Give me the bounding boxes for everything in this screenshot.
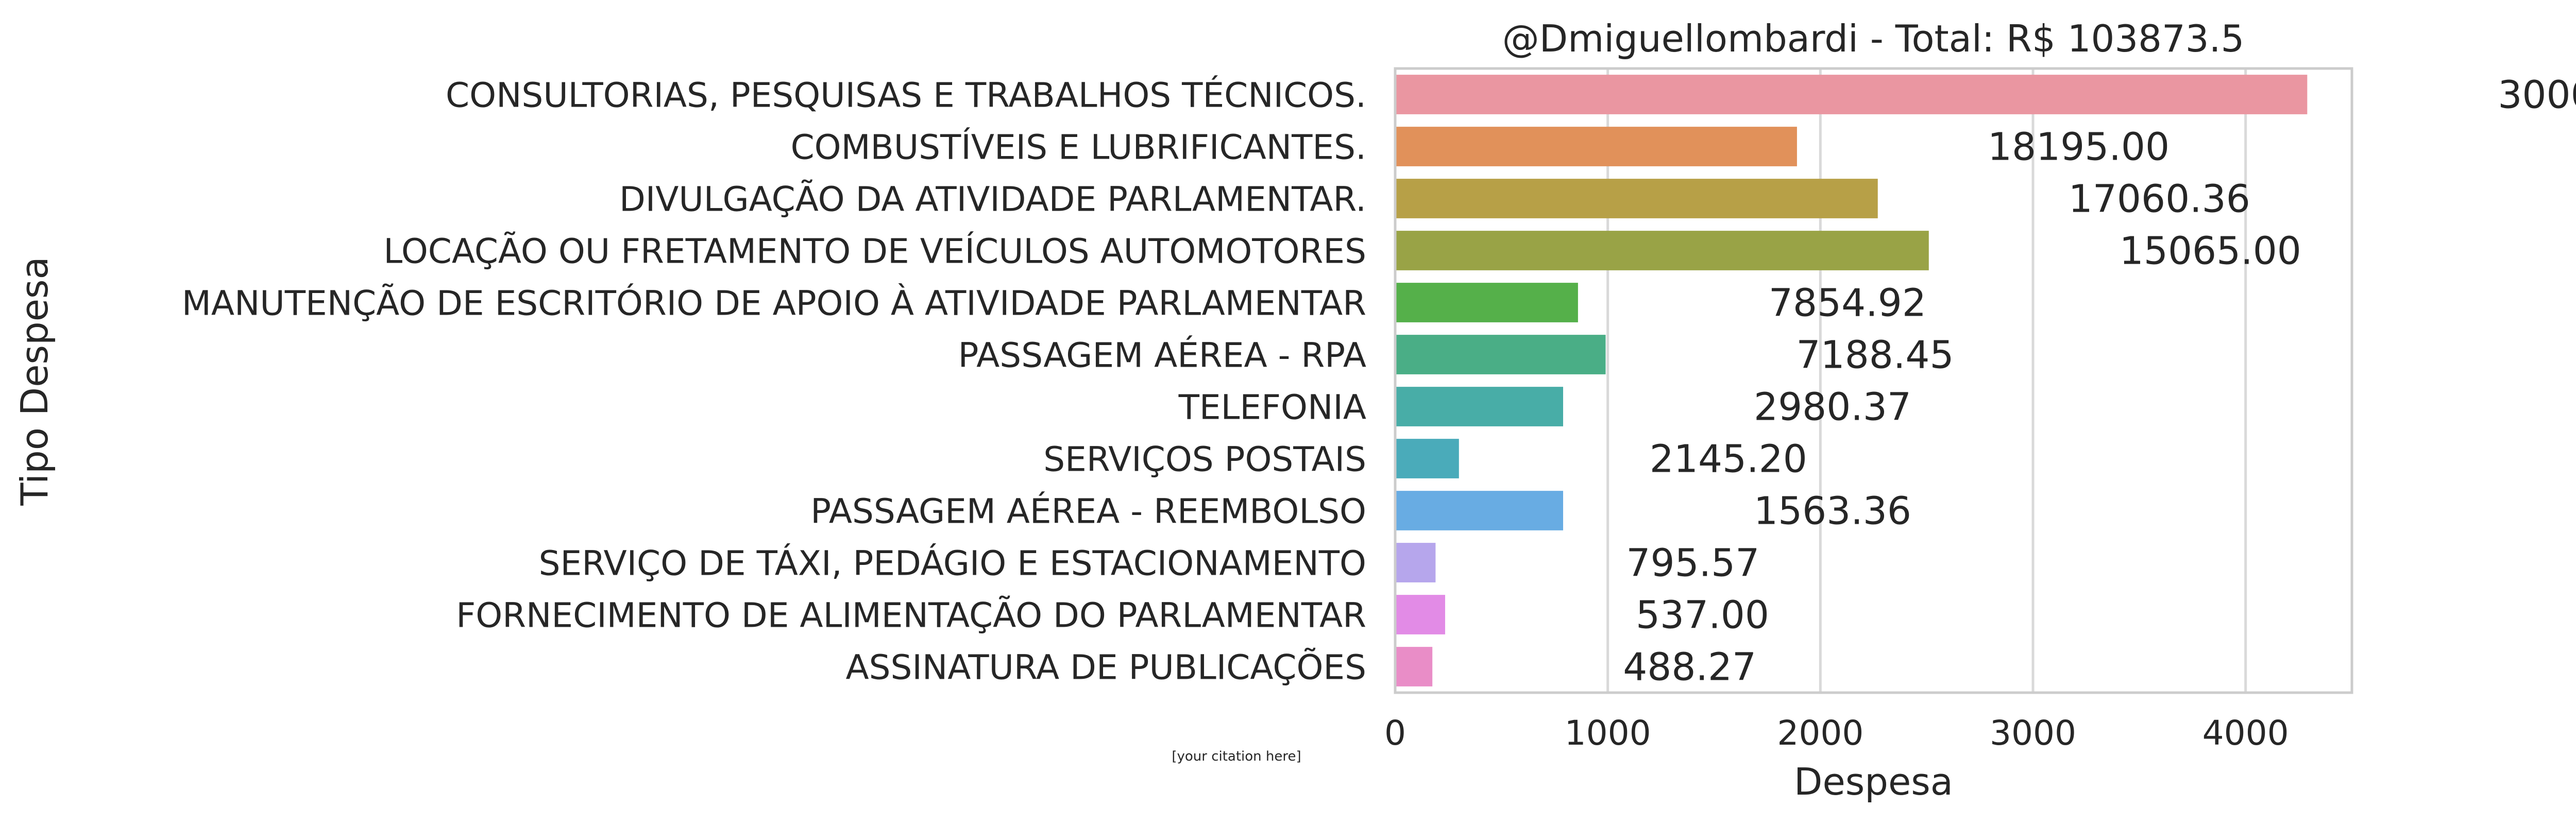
value-label: 1563.36	[1754, 489, 1911, 534]
value-labels: 30000.00 18195.00 17060.36 15065.00 7854.92 7…	[1623, 73, 2576, 690]
category-label: DIVULGAÇÃO DA ATIVIDADE PARLAMENTAR.	[619, 180, 1366, 219]
category-label: MANUTENÇÃO DE ESCRITÓRIO DE APOIO À ATIV…	[182, 284, 1366, 323]
category-label: FORNECIMENTO DE ALIMENTAÇÃO DO PARLAMENT…	[456, 596, 1366, 635]
bars	[1395, 75, 2308, 686]
plot-frame	[1394, 67, 2353, 694]
bar	[1395, 647, 1433, 686]
value-label: 537.00	[1636, 593, 1769, 638]
category-label: LOCAÇÃO OU FRETAMENTO DE VEÍCULOS AUTOMO…	[383, 231, 1366, 271]
bar	[1395, 543, 1436, 582]
value-label: 795.57	[1626, 541, 1759, 586]
x-tick-label: 3000	[1990, 713, 2076, 753]
category-label: TELEFONIA	[1178, 388, 1366, 427]
citation-text: [your citation here]	[1172, 749, 1301, 764]
value-label: 7854.92	[1769, 281, 1926, 325]
value-label: 17060.36	[2069, 177, 2250, 221]
category-label: SERVIÇOS POSTAIS	[1043, 440, 1366, 479]
bar	[1395, 127, 1797, 166]
x-tick-label: 4000	[2202, 713, 2289, 753]
category-labels: CONSULTORIAS, PESQUISAS E TRABALHOS TÉCN…	[182, 75, 1366, 688]
bar	[1395, 75, 2308, 114]
category-label: CONSULTORIAS, PESQUISAS E TRABALHOS TÉCN…	[446, 75, 1366, 115]
bar	[1395, 595, 1445, 634]
value-label: 488.27	[1623, 645, 1756, 690]
chart-title: @Dmiguellombardi - Total: R$ 103873.5	[1502, 17, 2245, 60]
bar	[1395, 283, 1578, 322]
x-tick-labels: 0 1000 2000 3000 4000	[1384, 713, 2289, 753]
bar	[1395, 179, 1878, 218]
value-label: 30000.00	[2498, 73, 2576, 117]
x-axis-label: Despesa	[1794, 760, 1953, 803]
value-label: 18195.00	[1988, 125, 2170, 169]
bar	[1395, 491, 1564, 530]
bar	[1395, 387, 1564, 426]
category-label: SERVIÇO DE TÁXI, PEDÁGIO E ESTACIONAMENT…	[539, 544, 1366, 583]
value-label: 2980.37	[1754, 385, 1911, 429]
category-label: PASSAGEM AÉREA - RPA	[958, 335, 1366, 375]
value-label: 15065.00	[2120, 229, 2301, 273]
value-label: 2145.20	[1650, 437, 1807, 482]
bar	[1395, 439, 1459, 478]
category-label: PASSAGEM AÉREA - REEMBOLSO	[810, 491, 1366, 531]
x-tick-label: 2000	[1777, 713, 1863, 753]
bar	[1395, 231, 1929, 270]
value-label: 7188.45	[1797, 333, 1954, 377]
y-axis-label: Tipo Despesa	[13, 256, 56, 506]
category-label: ASSINATURA DE PUBLICAÇÕES	[845, 648, 1366, 688]
bar	[1395, 335, 1606, 374]
x-tick-label: 0	[1384, 713, 1406, 753]
x-tick-label: 1000	[1565, 713, 1651, 753]
category-label: COMBUSTÍVEIS E LUBRIFICANTES.	[791, 127, 1366, 167]
